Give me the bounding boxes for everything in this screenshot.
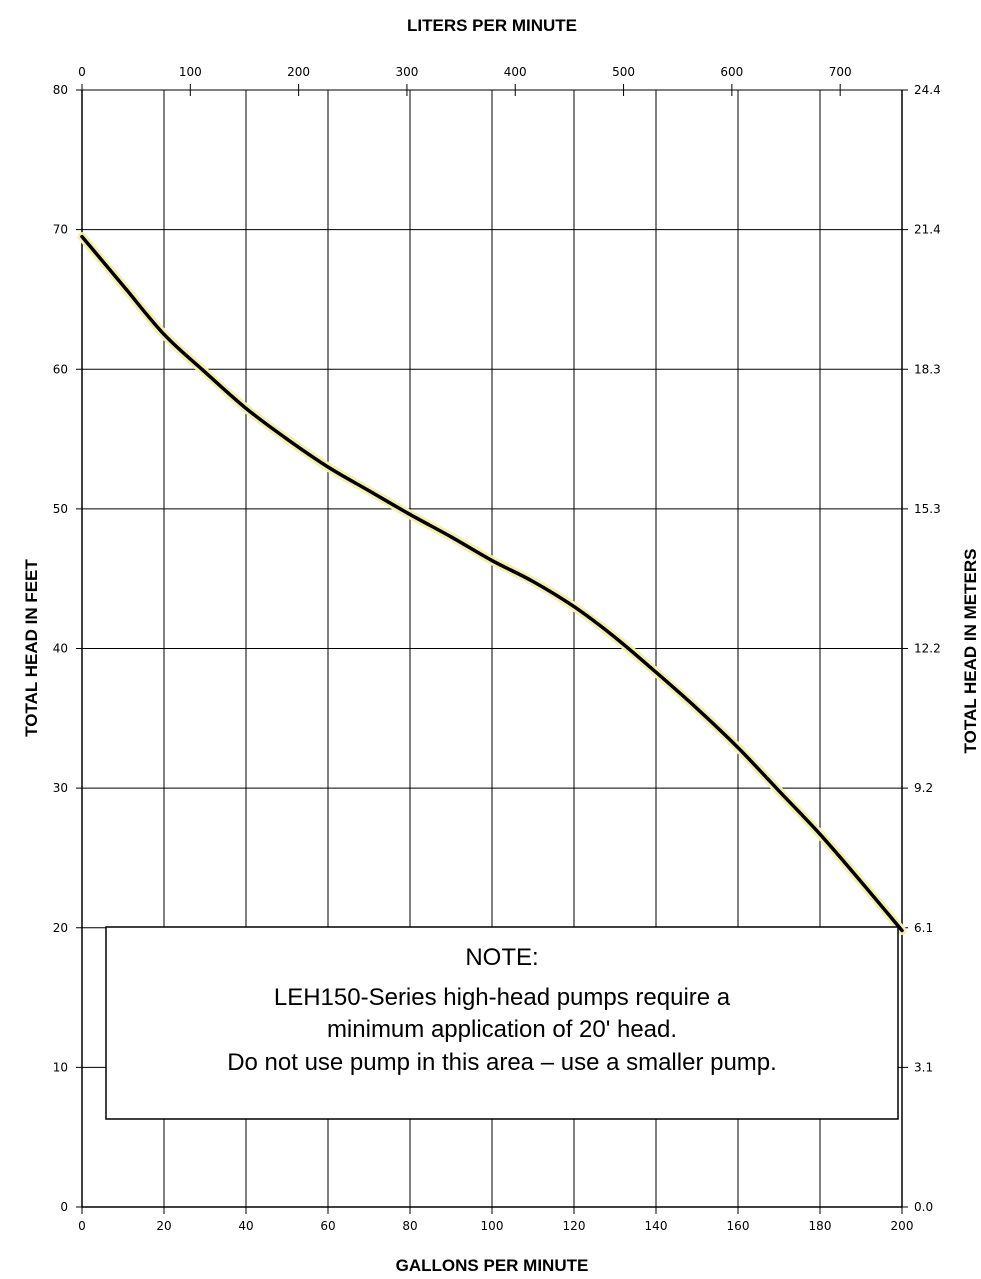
y-tick-label: 80 [53,83,68,97]
right-tick-label: 21.4 [914,223,941,237]
right-tick-label: 0.0 [914,1200,933,1214]
y-tick-label: 60 [53,362,68,376]
x-tick-label: 40 [238,1219,253,1233]
top-axis-title: LITERS PER MINUTE [407,16,577,35]
right-tick-label: 24.4 [914,83,941,97]
x-tick-label: 100 [481,1219,504,1233]
x-tick-label: 20 [156,1219,171,1233]
right-tick-label: 9.2 [914,781,933,795]
note-line-1: LEH150-Series high-head pumps require a [274,984,731,1011]
x-tick-label: 120 [563,1219,586,1233]
y-tick-label: 70 [53,223,68,237]
note-line-3: Do not use pump in this area – use a sma… [227,1049,777,1076]
x-tick-label: 160 [727,1219,750,1233]
x-tick-label: 0 [78,1219,86,1233]
curve-line [80,234,904,933]
note-heading: NOTE: [465,944,538,971]
y-tick-label: 20 [53,921,68,935]
note-line-2: minimum application of 20' head. [327,1016,677,1043]
top-tick-label: 100 [179,65,202,79]
right-axis-title: TOTAL HEAD IN METERS [961,549,980,754]
left-axis-title: TOTAL HEAD IN FEET [22,559,41,737]
right-tick-label: 18.3 [914,362,941,376]
top-tick-label: 600 [720,65,743,79]
top-tick-label: 300 [395,65,418,79]
tick-labels: 0 20 40 60 80 100 120 140 160 180 200 0 0.0 10 3.1 20 6.… [53,65,941,1233]
top-tick-label: 400 [504,65,527,79]
right-tick-label: 15.3 [914,502,941,516]
note-box: NOTE: LEH150-Series high-head pumps requ… [105,926,899,1120]
right-tick-label: 3.1 [914,1060,933,1074]
x-tick-label: 180 [809,1219,832,1233]
x-tick-label: 200 [891,1219,914,1233]
top-tick-label: 200 [287,65,310,79]
top-tick-label: 700 [829,65,852,79]
right-tick-label: 6.1 [914,921,933,935]
top-tick-label: 0 [78,65,86,79]
y-tick-label: 30 [53,781,68,795]
x-tick-label: 140 [645,1219,668,1233]
y-tick-label: 40 [53,642,68,656]
note-box-border [105,926,899,1120]
x-tick-label: 80 [402,1219,417,1233]
right-tick-label: 12.2 [914,642,941,656]
y-tick-label: 0 [60,1200,68,1214]
top-tick-label: 500 [612,65,635,79]
bottom-axis-title: GALLONS PER MINUTE [396,1256,589,1275]
tick-marks [76,84,908,1214]
pump-curve [77,232,907,936]
y-tick-label: 50 [53,502,68,516]
x-tick-label: 60 [320,1219,335,1233]
y-tick-label: 10 [53,1060,68,1074]
